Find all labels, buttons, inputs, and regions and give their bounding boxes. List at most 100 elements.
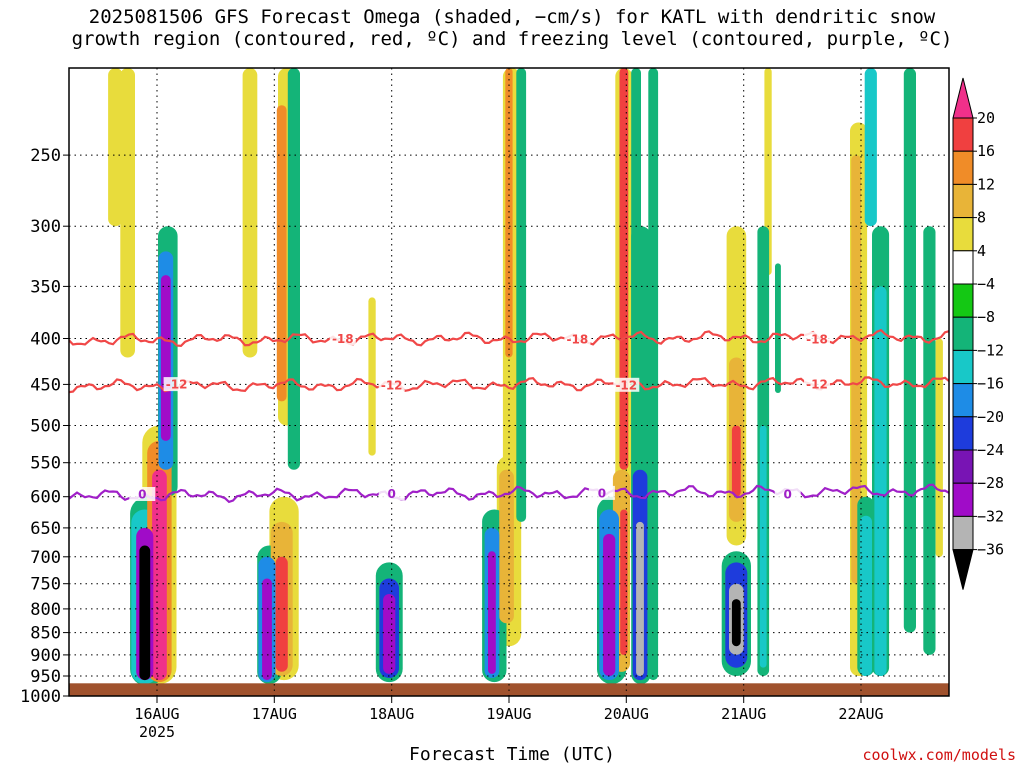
colorbar-segment	[952, 515, 974, 551]
contour-label-bg	[378, 378, 405, 392]
x-tick-label: 19AUG	[486, 705, 531, 723]
y-tick-label: 400	[30, 330, 61, 350]
contour-label-bg	[163, 377, 190, 392]
colorbar-segment	[952, 383, 974, 418]
omega-cell	[499, 469, 514, 624]
contour-label: 0	[138, 488, 146, 502]
omega-cell	[731, 599, 741, 647]
colorbar-label: −32	[977, 507, 1004, 525]
y-tick-label: 900	[30, 646, 61, 666]
colorbar-label: −36	[977, 541, 1004, 559]
omega-cell	[276, 105, 287, 402]
omega-cell	[923, 226, 936, 655]
contour-label-bg	[804, 331, 830, 346]
contour-line	[69, 376, 949, 394]
colorbar-segment	[952, 316, 974, 351]
contour-label-bg	[613, 377, 640, 392]
omega-cell	[903, 68, 916, 633]
colorbar-segment	[952, 150, 974, 185]
omega-cell	[383, 594, 396, 674]
contour-label: -12	[806, 377, 828, 391]
x-tick-label: 18AUG	[369, 705, 414, 723]
chart-title: 2025081506 GFS Forecast Omega (shaded, −…	[71, 6, 953, 50]
contour-label: -18	[332, 332, 354, 346]
contour-label: 0	[598, 486, 606, 500]
y-tick-label: 300	[30, 217, 61, 237]
colorbar-label: 20	[977, 109, 995, 127]
pressure-axis: 2503003504004505005506006507007508008509…	[20, 146, 69, 707]
omega-cell	[759, 425, 767, 668]
contour-label: -18	[567, 332, 589, 346]
omega-cell	[108, 68, 123, 227]
colorbar-label: −8	[977, 308, 995, 326]
y-tick-label: 250	[30, 146, 61, 166]
omega-cell	[152, 469, 167, 681]
colorbar-label: −12	[977, 341, 1004, 359]
x-tick-year: 2025	[139, 723, 175, 741]
colorbar-segment	[952, 183, 974, 219]
x-tick-label: 22AUG	[838, 705, 883, 723]
colorbar-segment	[952, 217, 974, 252]
colorbar-label: 4	[977, 242, 986, 260]
colorbar-label: 16	[977, 142, 995, 160]
contour-label: -12	[381, 379, 403, 393]
omega-cell	[139, 545, 151, 681]
omega-cell	[636, 521, 644, 676]
contour-label: -18	[806, 332, 828, 346]
colorbar-segment	[952, 449, 974, 484]
contour-label: 0	[784, 487, 792, 501]
colorbar-top-triangle	[952, 77, 974, 119]
omega-cell	[505, 68, 513, 358]
contour-label-bg	[129, 487, 156, 501]
omega-cell	[603, 533, 616, 676]
omega-cell	[242, 68, 258, 358]
omega-cell	[275, 556, 288, 672]
omega-cell	[731, 425, 741, 497]
colorbar-bottom-triangle	[952, 549, 974, 590]
colorbar-label: −16	[977, 375, 1004, 393]
colorbar-label: −28	[977, 474, 1004, 492]
colorbar-segment	[952, 416, 974, 451]
y-tick-label: 350	[30, 277, 61, 297]
colorbar-label: −24	[977, 441, 1004, 459]
omega-cell	[619, 68, 629, 470]
colorbar-legend: 20 16 12 8 4 −4 −8 −12 −16 −20 −24 −28 −32 −36	[952, 77, 1004, 590]
omega-cell	[516, 68, 527, 522]
contour-layer: -18 -18 -18 -12 -12 -12 -12 0 0 0 0	[69, 328, 949, 504]
contour-label-bg	[378, 486, 405, 501]
y-tick-label: 850	[30, 624, 61, 644]
colorbar-segment	[952, 117, 974, 152]
omega-cell	[935, 338, 943, 557]
credit-text: coolwx.com/models	[862, 746, 1016, 764]
x-axis-label: Forecast Time (UTC)	[409, 744, 615, 765]
contour-label-bg	[564, 331, 591, 346]
contour-label-bg	[588, 485, 615, 500]
colorbar-segment	[952, 250, 974, 285]
contour-label-bg	[329, 331, 356, 346]
omega-cell	[775, 263, 781, 393]
colorbar-segment	[952, 283, 974, 318]
colorbar-label: 12	[977, 175, 995, 193]
x-tick-label: 17AUG	[252, 705, 297, 723]
y-tick-label: 550	[30, 454, 61, 474]
omega-cell	[764, 68, 772, 276]
y-tick-label: 450	[30, 375, 61, 395]
y-tick-label: 750	[30, 575, 61, 595]
contour-line	[69, 483, 949, 504]
y-tick-label: 800	[30, 600, 61, 620]
omega-cell	[874, 286, 887, 676]
omega-cell	[368, 297, 376, 456]
y-tick-label: 600	[30, 488, 61, 508]
omega-cell	[864, 68, 877, 227]
colorbar-segment	[952, 349, 974, 385]
y-tick-label: 950	[30, 667, 61, 687]
y-tick-label: 700	[30, 548, 61, 568]
omega-shading-layer	[108, 68, 943, 687]
colorbar-segment	[952, 482, 974, 517]
contour-label-bg	[774, 486, 801, 501]
y-tick-label: 500	[30, 417, 61, 437]
contour-label: -12	[166, 378, 188, 392]
colorbar-label: 8	[977, 209, 986, 227]
